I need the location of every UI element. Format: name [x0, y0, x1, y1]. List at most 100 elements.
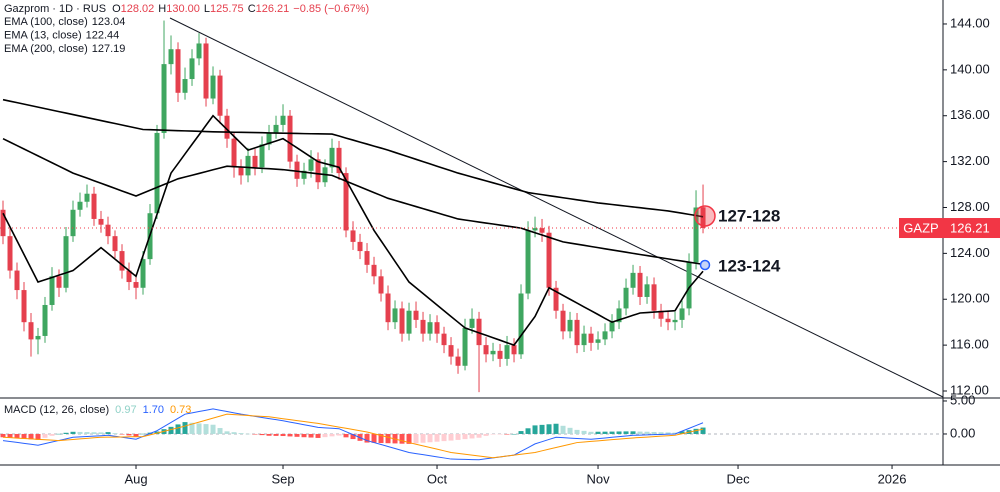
ema-line	[2, 98, 704, 218]
candle-body	[441, 333, 447, 346]
target-marker	[694, 205, 716, 227]
histogram-bar	[217, 428, 223, 434]
candle-body	[0, 209, 6, 237]
candle-body	[616, 308, 622, 323]
histogram-bar	[287, 433, 293, 437]
histogram-bar	[462, 433, 468, 440]
candle-body	[294, 161, 300, 179]
histogram-bar	[476, 433, 482, 438]
histogram-bar	[651, 431, 657, 434]
candle-body	[49, 276, 55, 305]
candle-body	[665, 318, 671, 323]
candle-body	[686, 262, 692, 309]
candle-body	[532, 228, 538, 231]
candle-body	[490, 350, 496, 355]
x-tick-label: Nov	[586, 471, 610, 486]
candle-body	[595, 339, 601, 343]
candle-body	[245, 155, 251, 176]
candle-body	[70, 209, 76, 237]
candle-body	[329, 147, 335, 168]
histogram-bar	[49, 433, 55, 436]
histogram-bar	[133, 433, 139, 437]
histogram-bar	[0, 433, 6, 438]
candle-body	[217, 75, 223, 116]
candle-body	[154, 132, 160, 214]
candle-body	[399, 308, 405, 334]
legend-name: EMA (200, close)	[4, 43, 88, 55]
histogram-bar	[588, 431, 594, 434]
legend-value: 123.04	[92, 16, 126, 28]
histogram-bar	[616, 431, 622, 434]
candle-body	[469, 318, 475, 328]
histogram-bar	[140, 433, 146, 435]
histogram-bar	[532, 425, 538, 434]
histogram-bar	[406, 433, 412, 444]
histogram-bar	[518, 431, 524, 434]
histogram-bar	[497, 433, 503, 435]
histogram-bar	[63, 432, 69, 434]
histogram-bar	[427, 433, 433, 443]
change-value: −0.85 (−0.67%)	[293, 3, 369, 15]
histogram-bar	[609, 431, 615, 434]
candle-body	[231, 138, 237, 168]
legend-name: EMA (100, close)	[4, 16, 88, 28]
histogram-bar	[189, 422, 195, 434]
histogram-bar	[245, 433, 251, 435]
histogram-bar	[210, 424, 216, 434]
candle-body	[42, 304, 48, 336]
candle-body	[392, 308, 398, 323]
histogram-bar	[672, 432, 678, 434]
histogram-bar	[483, 433, 489, 436]
histogram-bar	[98, 432, 104, 434]
histogram-bar	[441, 433, 447, 442]
candle-body	[182, 79, 188, 93]
ohlc-key: O	[112, 3, 121, 15]
candle-body	[567, 319, 573, 332]
candle-body	[700, 207, 706, 229]
histogram-bar	[378, 433, 384, 444]
candle-body	[539, 228, 545, 233]
histogram-bar	[595, 431, 601, 434]
candle-body	[343, 173, 349, 231]
candle-body	[77, 201, 83, 210]
histogram-bar	[630, 431, 636, 434]
plot-layer: Aug Sep Oct Nov Dec 2026 112.00 116.00 120.00 124…	[0, 3, 1000, 486]
histogram-bar	[315, 433, 321, 438]
candle-body	[105, 224, 111, 237]
y-tick-label: 140.00	[950, 61, 990, 76]
histogram-bar	[42, 433, 48, 438]
candle-body	[28, 322, 34, 340]
histogram-bar	[280, 433, 286, 437]
histogram-bar	[644, 431, 650, 434]
histogram-bar	[231, 432, 237, 434]
y-tick-label: 0.00	[950, 425, 975, 440]
candle-body	[238, 167, 244, 176]
price-badge	[943, 218, 1000, 239]
candle-body	[546, 232, 552, 288]
candle-body	[448, 345, 454, 357]
candle-body	[56, 276, 62, 288]
x-tick-label: 2026	[878, 471, 907, 486]
candle-body	[84, 193, 90, 202]
candle-body	[63, 236, 69, 288]
candle-body	[315, 159, 321, 183]
histogram-bar	[581, 430, 587, 434]
candle-body	[504, 345, 510, 359]
candle-body	[133, 282, 139, 288]
histogram-bar	[567, 427, 573, 434]
histogram-bar	[665, 432, 671, 434]
histogram-bar	[679, 431, 685, 434]
histogram-bar	[546, 424, 552, 434]
histogram-bar	[84, 432, 90, 434]
histogram-bar	[91, 432, 97, 434]
histogram-bar	[504, 433, 510, 435]
histogram-bar	[112, 433, 118, 434]
histogram-bar	[70, 431, 76, 434]
histogram-bar	[308, 433, 314, 438]
histogram-bar	[238, 433, 244, 434]
histogram-bar	[14, 433, 20, 439]
candle-body	[301, 170, 307, 179]
ohlc-value: 128.02	[121, 3, 155, 15]
